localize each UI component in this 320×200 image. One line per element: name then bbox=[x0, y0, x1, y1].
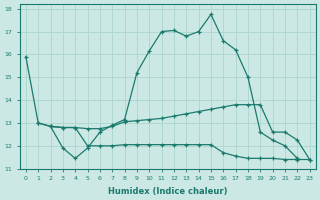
X-axis label: Humidex (Indice chaleur): Humidex (Indice chaleur) bbox=[108, 187, 228, 196]
